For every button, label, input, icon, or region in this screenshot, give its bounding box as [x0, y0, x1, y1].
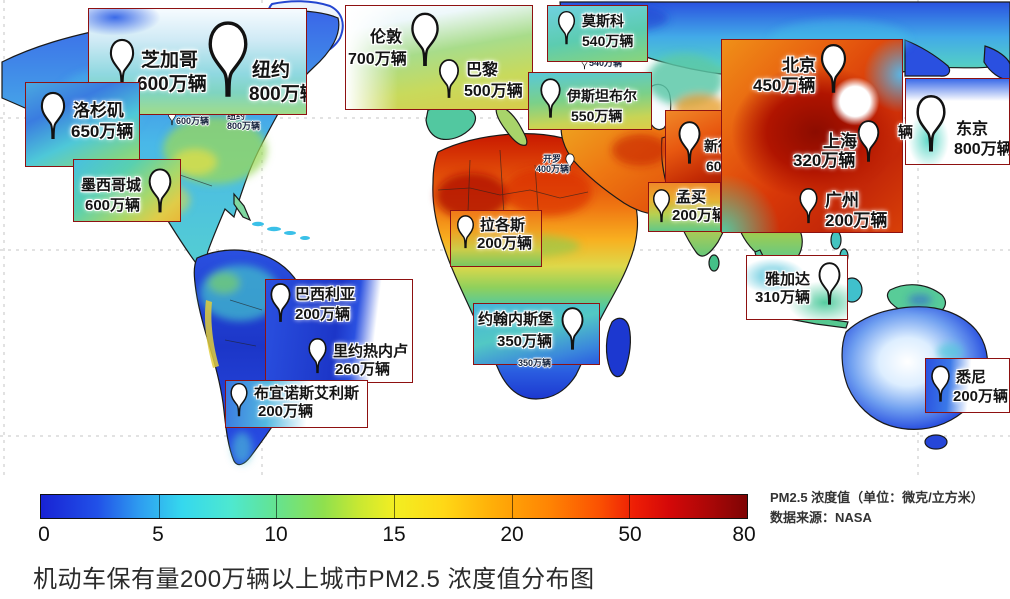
city-name-label: 巴西利亚 — [295, 286, 356, 303]
callout-tokyo: 东京 800万辆 — [905, 78, 1010, 165]
callout-brasilia-rio: 巴西利亚 200万辆 里约热内卢 260万辆 — [265, 279, 413, 383]
scale-label-5: 5 — [152, 523, 164, 546]
map-label-clipped-fragment: 辆 — [898, 124, 914, 141]
city-name-label: 北京 — [782, 56, 816, 75]
city-name-label: 里约热内卢 — [333, 343, 409, 360]
city-name-label: 东京 — [956, 121, 989, 138]
map-title: 机动车保有量200万辆以上城市PM2.5 浓度值分布图 — [33, 566, 595, 593]
city-name-label: 莫斯科 — [582, 13, 624, 29]
scale-label-20: 20 — [500, 523, 524, 546]
vehicle-count-label: 600万辆 — [85, 197, 141, 214]
vehicle-count-label: 550万辆 — [571, 108, 623, 124]
location-pin-icon — [796, 187, 821, 225]
vehicle-count-label: 200万辆 — [477, 235, 533, 252]
vehicle-count-label: 200万辆 — [953, 388, 1009, 405]
scale-tick — [394, 495, 395, 518]
callout-losangeles: 洛杉矶 650万辆 — [25, 82, 140, 167]
city-name-label: 雅加达 — [765, 271, 811, 288]
vehicle-count-label: 200万辆 — [295, 306, 351, 323]
city-name-label: 悉尼 — [956, 369, 987, 386]
callout-johannesburg: 约翰内斯堡 350万辆 — [473, 303, 600, 365]
location-pin-icon — [455, 214, 476, 250]
callout-china: 北京 450万辆 上海 320万辆 广州 200万辆 — [721, 39, 903, 233]
callout-mexicocity: 墨西哥城 600万辆 — [73, 159, 181, 222]
scale-tick — [276, 495, 278, 518]
location-pin-icon — [146, 166, 174, 216]
callout-istanbul: 伊斯坦布尔 550万辆 — [528, 72, 652, 130]
callout-buenosaires: 布宜诺斯艾利斯 200万辆 — [225, 380, 368, 428]
city-name-label: 巴黎 — [466, 62, 499, 79]
location-pin-icon — [929, 363, 952, 405]
city-name-label: 伦敦 — [370, 29, 403, 46]
city-name-label: 洛杉矶 — [73, 101, 124, 120]
location-pin-icon — [268, 282, 293, 324]
callout-moscow: 莫斯科 540万辆 — [547, 5, 648, 62]
vehicle-count-label: 700万辆 — [348, 51, 407, 68]
city-name-label: 芝加哥 — [141, 50, 199, 71]
location-pin-icon — [305, 337, 330, 375]
scale-tick — [629, 495, 631, 518]
location-pin-icon — [228, 382, 250, 418]
vehicle-count-label: 650万辆 — [71, 122, 134, 141]
scale-label-50: 50 — [618, 523, 642, 546]
scale-label-0: 0 — [38, 523, 50, 546]
location-pin-icon — [436, 58, 462, 100]
location-pin-icon — [559, 306, 586, 352]
callout-sydney: 悉尼 200万辆 — [925, 358, 1010, 413]
vehicle-count-label: 200万辆 — [258, 403, 314, 420]
city-name-label: 布宜诺斯艾利斯 — [254, 385, 360, 402]
city-name-label: 上海 — [823, 132, 857, 151]
callout-jakarta: 雅加达 310万辆 — [746, 255, 848, 320]
data-source-label: 数据来源：NASA — [770, 510, 872, 525]
scale-label-15: 15 — [382, 523, 406, 546]
location-pin-icon — [538, 76, 563, 121]
city-name-label: 拉各斯 — [480, 217, 526, 234]
location-pin-icon — [38, 89, 68, 143]
vehicle-count-label: 540万辆 — [582, 33, 634, 49]
location-pin-icon — [855, 119, 882, 164]
city-name-label: 约翰内斯堡 — [478, 311, 554, 328]
location-pin-icon — [816, 259, 843, 309]
location-pin-icon — [555, 10, 578, 46]
map-label-cairo: 开罗 400万辆 — [536, 154, 570, 175]
pm25-color-scale — [40, 494, 748, 519]
city-name-label: 广州 — [825, 191, 859, 210]
location-pin-icon — [913, 84, 949, 164]
scale-tick — [158, 495, 160, 518]
scale-tick — [511, 495, 513, 518]
callout-london-paris: 伦敦 700万辆 巴黎 500万辆 — [345, 5, 533, 110]
city-name-label: 纽约 — [252, 60, 291, 81]
city-name-label: 孟买 — [676, 189, 707, 206]
vehicle-count-label: 320万辆 — [793, 151, 856, 170]
location-pin-icon — [204, 17, 252, 103]
scale-label-80: 80 — [732, 523, 756, 546]
location-pin-icon — [818, 42, 849, 96]
map-label-newyork: 纽约 800万辆 — [227, 111, 261, 132]
callout-mumbai: 孟买 200万辆 — [648, 182, 721, 232]
scale-unit-label: PM2.5 浓度值（单位：微克/立方米） — [770, 490, 984, 505]
vehicle-count-label: 450万辆 — [753, 76, 816, 95]
map-label-moscow: 540万辆 — [589, 58, 623, 68]
scale-label-10: 10 — [264, 523, 288, 546]
andes-strip — [204, 300, 219, 368]
map-label-joburg: 350万辆 — [518, 358, 552, 368]
vehicle-count-label: 200万辆 — [825, 211, 888, 230]
city-name-label: 墨西哥城 — [81, 177, 142, 194]
vehicle-count-label: 350万辆 — [497, 333, 553, 350]
vehicle-count-label: 600万辆 — [137, 74, 207, 95]
vehicle-count-label: 800万辆 — [954, 141, 1010, 158]
city-name-label: 伊斯坦布尔 — [567, 88, 637, 104]
vehicle-count-label: 310万辆 — [755, 289, 811, 306]
map-label-us: 600万辆 — [176, 116, 210, 126]
vehicle-count-label: 260万辆 — [335, 361, 391, 378]
callout-chicago-newyork: 芝加哥 600万辆 纽约 800万辆 — [88, 8, 307, 115]
location-pin-icon — [651, 186, 672, 226]
vehicle-count-label: 800万辆 — [249, 84, 306, 105]
callout-lagos: 拉各斯 200万辆 — [450, 210, 542, 267]
vehicle-count-label: 200万辆 — [672, 207, 720, 224]
location-pin-icon — [676, 117, 703, 169]
vehicle-count-label: 500万辆 — [464, 83, 523, 100]
